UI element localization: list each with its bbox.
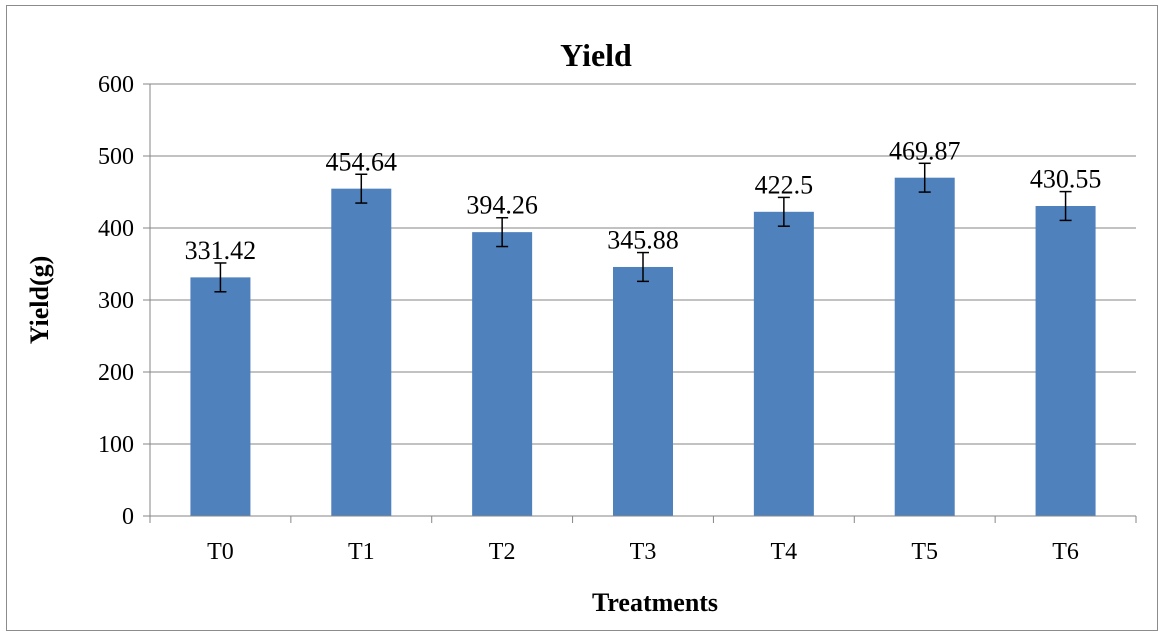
x-tick-label: T1 <box>348 539 375 565</box>
bar <box>613 266 673 516</box>
y-tick-label: 0 <box>122 504 134 530</box>
data-label: 430.55 <box>1030 165 1102 194</box>
data-label: 422.5 <box>755 170 814 199</box>
x-tick-label: T5 <box>911 539 938 565</box>
y-axis-title: Yield(g) <box>25 256 54 345</box>
bar <box>753 211 814 517</box>
y-tick-label: 600 <box>98 72 134 98</box>
data-label: 469.87 <box>889 136 961 165</box>
chart-title: Yield <box>560 37 632 73</box>
x-tick-label: T0 <box>207 539 234 565</box>
x-axis-title: Treatments <box>592 588 718 617</box>
y-tick-label: 400 <box>98 216 134 242</box>
bar <box>1035 206 1096 516</box>
data-label: 394.26 <box>466 191 538 220</box>
bars <box>190 177 1096 517</box>
bar <box>472 232 533 516</box>
x-tick-label: T2 <box>489 539 516 565</box>
y-tick-label: 200 <box>98 360 134 386</box>
x-tick-label: T6 <box>1052 539 1079 565</box>
x-tick-label: T4 <box>771 539 798 565</box>
gridlines <box>150 83 1136 445</box>
data-label: 345.88 <box>607 226 679 255</box>
error-bars <box>214 162 1072 293</box>
data-labels: 331.42 454.64 394.26 345.88 422.5 469.87 430.5… <box>185 136 1102 265</box>
y-tick-label: 300 <box>98 288 134 314</box>
x-tick-label: T3 <box>630 539 657 565</box>
bar <box>190 277 251 516</box>
x-axis-ticks: T0 T1 T2 T3 T4 T5 T6 <box>149 516 1137 565</box>
y-tick-label: 500 <box>98 144 134 170</box>
y-tick-label: 100 <box>98 432 134 458</box>
bar <box>331 188 392 517</box>
data-label: 331.42 <box>185 236 257 265</box>
y-axis-ticks: 0 100 200 300 400 500 600 <box>98 72 150 530</box>
bar <box>894 177 955 516</box>
data-label: 454.64 <box>326 147 398 176</box>
